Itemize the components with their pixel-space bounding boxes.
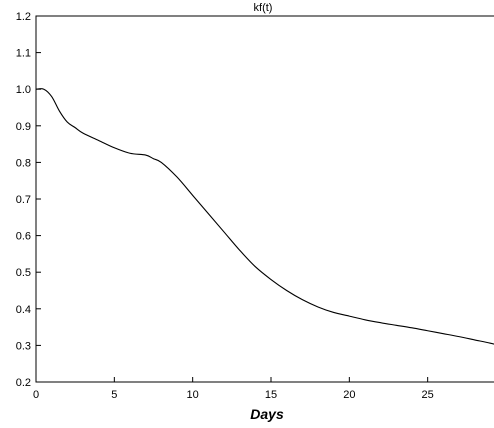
- y-tick-label: 0.5: [16, 267, 31, 279]
- x-tick-label: 20: [343, 389, 355, 401]
- y-tick-label: 1.1: [16, 48, 31, 60]
- x-tick-label: 15: [265, 389, 277, 401]
- x-tick-label: 10: [187, 389, 199, 401]
- x-tick-label: 5: [111, 389, 117, 401]
- chart-title: kf(t): [254, 2, 273, 14]
- y-tick-label: 0.9: [16, 121, 31, 133]
- x-axis: 051015202530: [33, 377, 434, 401]
- y-tick-label: 0.7: [16, 194, 31, 206]
- y-tick-label: 0.2: [16, 377, 31, 389]
- x-tick-label: 0: [33, 389, 39, 401]
- y-tick-label: 0.3: [16, 340, 31, 352]
- plot-frame: [35, 15, 494, 383]
- y-tick-label: 1.2: [16, 11, 31, 23]
- series-line: [35, 88, 494, 345]
- y-axis: 0.2 0.3 0.4 0.5 0.6 0.7 0.8 0.9 1.0 1.1 1.2: [16, 11, 41, 389]
- y-tick-label: 0.6: [16, 231, 31, 243]
- x-axis-label: Days: [250, 406, 284, 422]
- x-tick-label: 25: [422, 389, 434, 401]
- y-tick-label: 0.4: [16, 304, 31, 316]
- y-tick-label: 1.0: [16, 84, 31, 96]
- y-tick-label: 0.8: [16, 157, 31, 169]
